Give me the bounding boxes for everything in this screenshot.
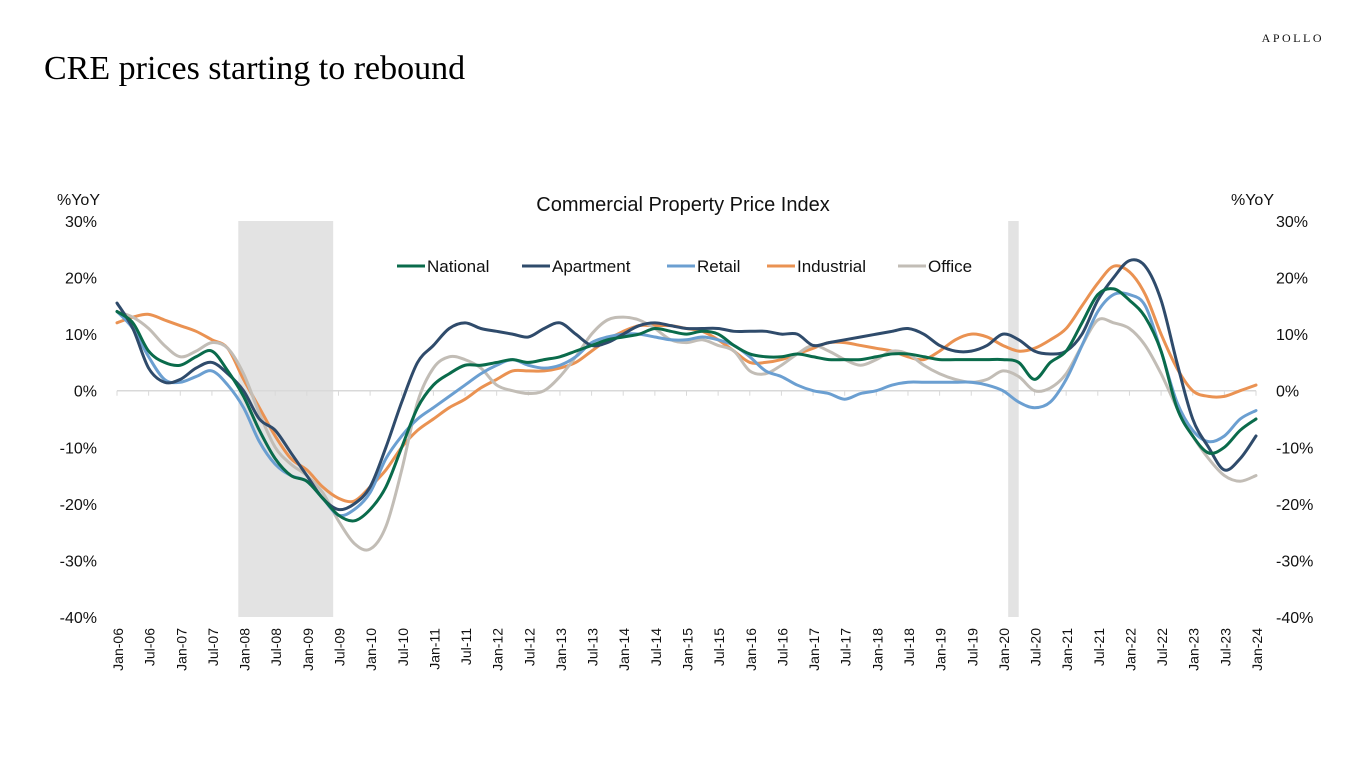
y-tick-label-left: 30% [65,214,97,231]
chart-axes: -40% -40% -30% -30% -20% -20% -10% -10% 0% 0% 10% 1… [60,214,1314,671]
y-axis-label-left: %YoY [57,192,100,209]
y-tick-label-right: 20% [1276,271,1308,288]
y-tick-label-right: -40% [1276,610,1313,627]
x-tick-label: Jan-14 [616,628,632,671]
x-tick-label: Jul-23 [1217,628,1233,666]
legend-label-retail: Retail [697,257,740,276]
x-tick-label: Jul-12 [521,628,537,666]
y-tick-label-right: -10% [1276,440,1313,457]
x-tick-label: Jan-07 [173,628,189,671]
x-tick-label: Jan-13 [553,628,569,671]
x-tick-label: Jul-19 [964,628,980,666]
chart-title: Commercial Property Price Index [536,194,829,216]
chart-legend: National Apartment Retail Industrial Office [397,257,972,276]
y-tick-label-right: -20% [1276,497,1313,514]
legend-label-office: Office [928,257,972,276]
x-tick-label: Jul-07 [205,628,221,666]
y-tick-label-left: 10% [65,327,97,344]
y-tick-label-right: 10% [1276,327,1308,344]
recession-band-2 [1008,221,1019,617]
x-tick-label: Jul-15 [711,628,727,666]
x-tick-label: Jul-16 [774,628,790,666]
page-title: CRE prices starting to rebound [44,50,466,87]
x-tick-label: Jul-10 [395,628,411,666]
x-tick-label: Jan-10 [363,628,379,671]
series-lines [115,258,1258,552]
y-tick-label-right: 0% [1276,384,1299,401]
recession-shading [238,221,1019,617]
x-tick-label: Jan-18 [869,628,885,671]
x-tick-label: Jul-08 [268,628,284,666]
y-tick-label-right: 30% [1276,214,1308,231]
x-tick-label: Jan-06 [110,628,126,671]
x-tick-label: Jul-21 [1091,628,1107,666]
x-tick-label: Jul-13 [585,628,601,666]
legend-label-industrial: Industrial [797,257,866,276]
y-tick-label-left: 20% [65,271,97,288]
x-tick-label: Jul-09 [331,628,347,666]
y-tick-label-right: -30% [1276,553,1313,570]
x-tick-label: Jan-21 [1059,628,1075,671]
x-tick-label: Jul-14 [648,628,664,666]
x-tick-label: Jul-11 [458,628,474,665]
x-tick-label: Jul-22 [1154,628,1170,666]
series-line-national [115,287,1258,523]
x-tick-label: Jan-08 [237,628,253,671]
x-tick-label: Jan-09 [300,628,316,671]
x-tick-label: Jan-15 [680,628,696,671]
legend-label-apartment: Apartment [552,257,631,276]
x-tick-label: Jul-06 [142,628,158,666]
x-tick-label: Jan-17 [806,628,822,671]
x-tick-label: Jul-17 [838,628,854,666]
x-tick-label: Jul-20 [1028,628,1044,666]
y-tick-label-left: -40% [60,610,97,627]
x-tick-label: Jan-22 [1122,628,1138,671]
x-tick-label: Jan-23 [1186,628,1202,671]
x-tick-label: Jan-11 [426,628,442,670]
y-axis-label-right: %YoY [1231,192,1274,209]
x-tick-label: Jan-19 [933,628,949,671]
y-tick-label-left: -20% [60,497,97,514]
y-tick-label-left: -30% [60,553,97,570]
x-tick-label: Jan-16 [743,628,759,671]
x-tick-label: Jan-12 [490,628,506,671]
y-tick-label-left: -10% [60,440,97,457]
x-tick-label: Jan-20 [996,628,1012,671]
x-tick-label: Jul-18 [901,628,917,666]
brand-logo: APOLLO [1261,31,1324,45]
x-tick-label: Jan-24 [1249,628,1265,671]
legend-label-national: National [427,257,489,276]
y-tick-label-left: 0% [74,384,97,401]
